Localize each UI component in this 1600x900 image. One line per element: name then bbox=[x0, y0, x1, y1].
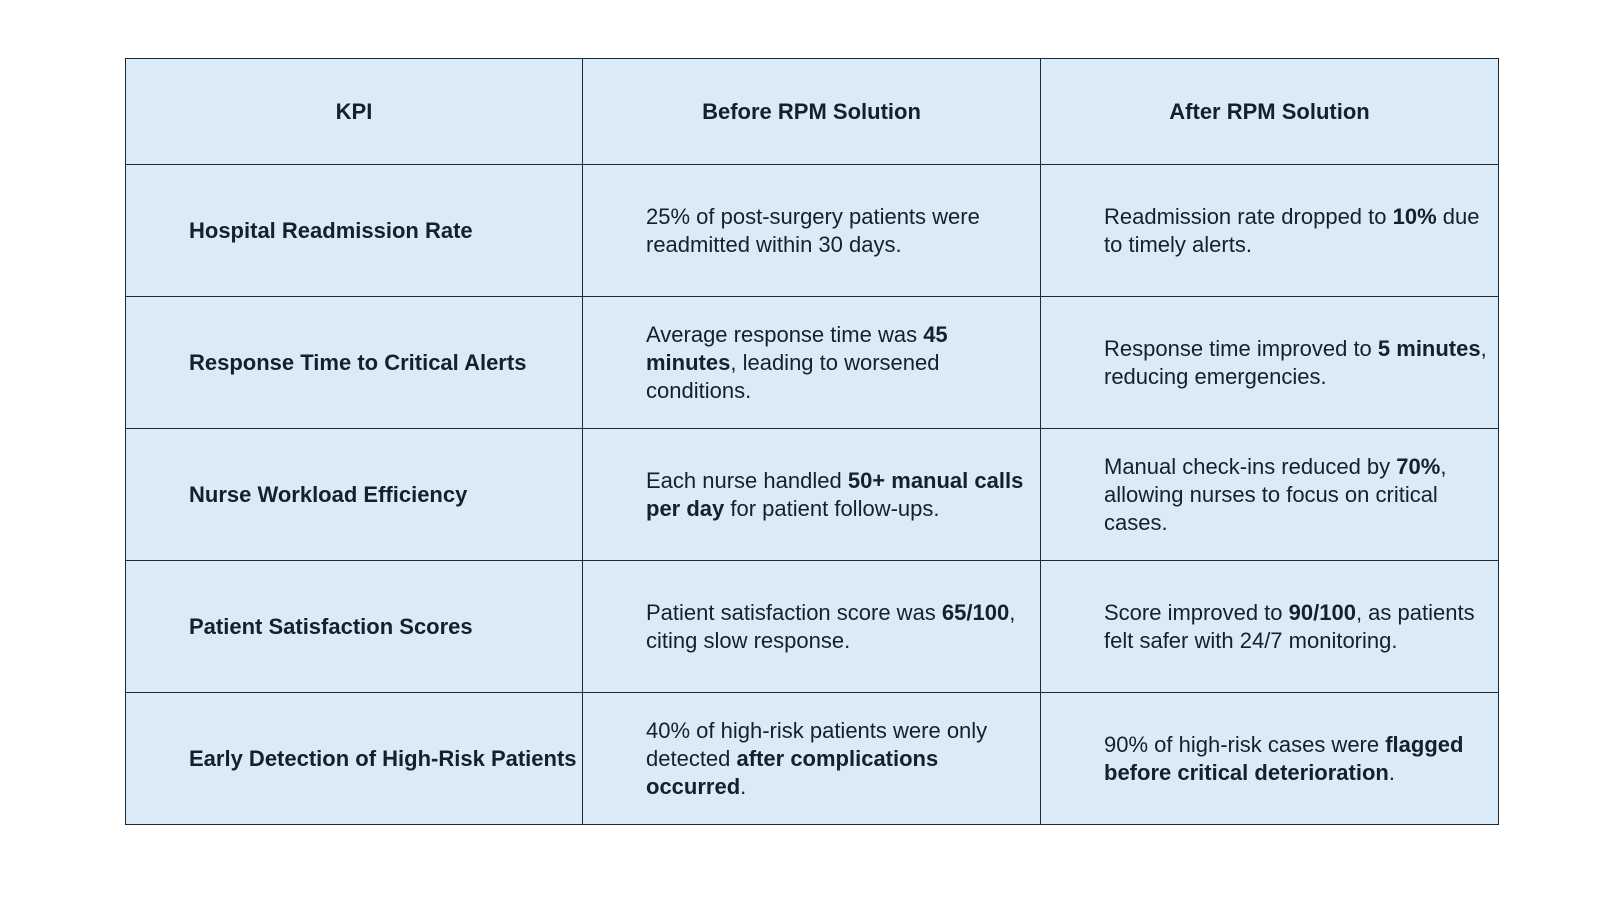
cell-text: , leading to worsened conditions. bbox=[646, 349, 940, 403]
cell-text: due to timely alerts. bbox=[1104, 203, 1480, 257]
cell-text: Average response time was bbox=[646, 321, 924, 347]
cell-text: Response time improved to bbox=[1104, 335, 1378, 361]
cell-text: , citing slow response. bbox=[646, 599, 1016, 653]
highlight-text: 50+ manual calls per day bbox=[646, 467, 1024, 521]
highlight-text: 10% bbox=[1392, 203, 1437, 229]
before-rpm-cell: Patient satisfaction score was 65/100, c… bbox=[582, 560, 1041, 693]
cell-text: , reducing emergencies. bbox=[1104, 335, 1487, 389]
before-rpm-cell: Each nurse handled 50+ manual calls per … bbox=[582, 428, 1041, 561]
after-rpm-cell: Score improved to 90/100, as patients fe… bbox=[1040, 560, 1499, 693]
header-kpi: KPI bbox=[125, 58, 583, 165]
after-rpm-cell: 90% of high-risk cases were flagged befo… bbox=[1040, 692, 1499, 825]
cell-text: , as patients felt safer with 24/7 monit… bbox=[1104, 599, 1475, 653]
highlight-text: 65/100 bbox=[941, 599, 1010, 625]
table-row: Nurse Workload Efficiency Each nurse hand… bbox=[125, 428, 1499, 561]
before-rpm-cell: Average response time was 45 minutes, le… bbox=[582, 296, 1041, 429]
before-rpm-cell: 25% of post-surgery patients were readmi… bbox=[582, 164, 1041, 297]
cell-text: 25% of post-surgery patients were readmi… bbox=[646, 203, 980, 257]
table-row: Patient Satisfaction Scores Patient satis… bbox=[125, 560, 1499, 693]
table-body: Hospital Readmission Rate 25% of post-sur… bbox=[125, 164, 1499, 825]
header-row: KPI Before RPM Solution After RPM Soluti… bbox=[125, 58, 1499, 165]
cell-text: 40% of high-risk patients were only dete… bbox=[646, 717, 988, 771]
kpi-name-cell: Early Detection of High-Risk Patients bbox=[125, 692, 583, 825]
cell-text: 90% of high-risk cases were bbox=[1104, 731, 1386, 757]
highlight-text: 45 minutes bbox=[646, 321, 948, 375]
table-row: Early Detection of High-Risk Patients 40%… bbox=[125, 692, 1499, 825]
highlight-text: flagged before critical deterioration bbox=[1104, 731, 1464, 785]
kpi-comparison-table: KPI Before RPM Solution After RPM Soluti… bbox=[125, 58, 1499, 825]
table-row: Response Time to Critical Alerts Average … bbox=[125, 296, 1499, 429]
cell-text: Manual check-ins reduced by bbox=[1104, 453, 1397, 479]
highlight-text: after complications occurred bbox=[646, 745, 939, 799]
after-rpm-cell: Manual check-ins reduced by 70%, allowin… bbox=[1040, 428, 1499, 561]
kpi-name-cell: Nurse Workload Efficiency bbox=[125, 428, 583, 561]
kpi-name-cell: Response Time to Critical Alerts bbox=[125, 296, 583, 429]
after-rpm-cell: Response time improved to 5 minutes, red… bbox=[1040, 296, 1499, 429]
cell-text: Patient satisfaction score was bbox=[646, 599, 942, 625]
after-rpm-cell: Readmission rate dropped to 10% due to t… bbox=[1040, 164, 1499, 297]
cell-text: , allowing nurses to focus on critical c… bbox=[1104, 453, 1447, 535]
table-row: Hospital Readmission Rate 25% of post-sur… bbox=[125, 164, 1499, 297]
cell-text: Each nurse handled bbox=[646, 467, 848, 493]
cell-text: Readmission rate dropped to bbox=[1104, 203, 1393, 229]
table-header: KPI Before RPM Solution After RPM Soluti… bbox=[125, 58, 1499, 165]
cell-text: for patient follow-ups. bbox=[724, 495, 940, 521]
kpi-name-cell: Hospital Readmission Rate bbox=[125, 164, 583, 297]
cell-text: . bbox=[740, 773, 747, 799]
before-rpm-cell: 40% of high-risk patients were only dete… bbox=[582, 692, 1041, 825]
header-before-rpm: Before RPM Solution bbox=[582, 58, 1041, 165]
cell-text: Score improved to bbox=[1104, 599, 1289, 625]
highlight-text: 90/100 bbox=[1288, 599, 1356, 625]
cell-text: . bbox=[1388, 759, 1395, 785]
kpi-name-cell: Patient Satisfaction Scores bbox=[125, 560, 583, 693]
highlight-text: 70% bbox=[1396, 453, 1441, 479]
highlight-text: 5 minutes bbox=[1377, 335, 1481, 361]
header-after-rpm: After RPM Solution bbox=[1040, 58, 1499, 165]
